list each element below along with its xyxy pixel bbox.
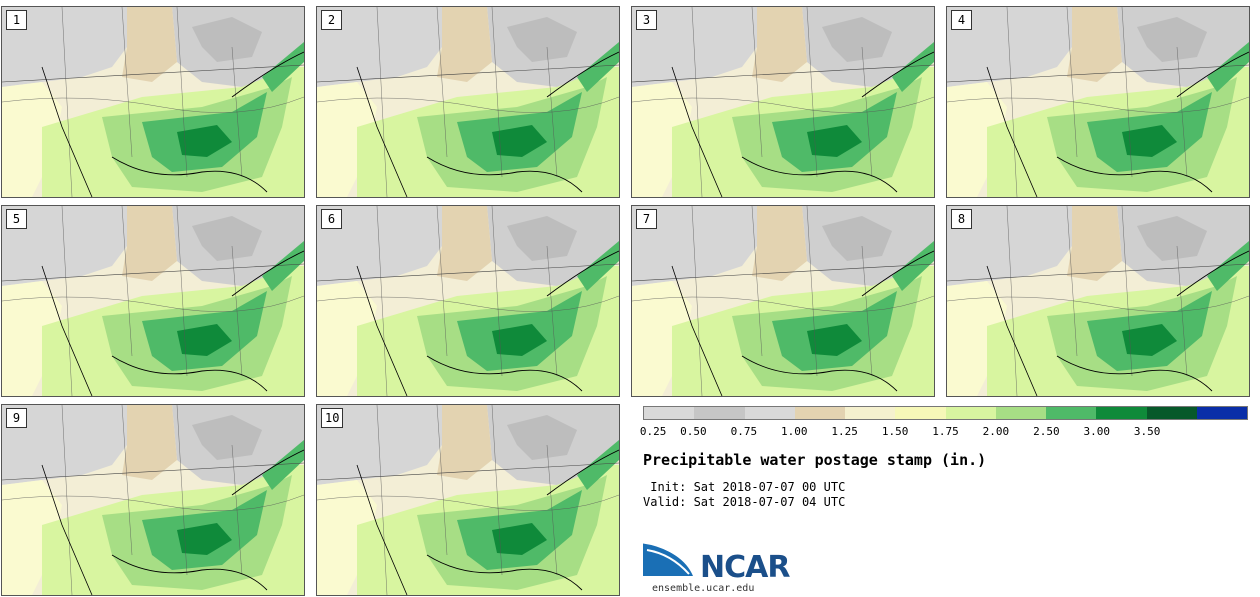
precip-water-map bbox=[632, 7, 934, 197]
valid-time: Valid: Sat 2018-07-07 04 UTC bbox=[643, 495, 846, 509]
legend-swatch bbox=[845, 407, 896, 419]
member-number-label: 2 bbox=[321, 10, 342, 30]
legend-tick-label: 1.50 bbox=[881, 425, 909, 438]
precip-water-map bbox=[947, 7, 1249, 197]
member-number-label: 9 bbox=[6, 408, 27, 428]
ensemble-member-panel: 2 bbox=[316, 6, 620, 198]
ensemble-member-panel: 4 bbox=[946, 6, 1250, 198]
legend-swatch bbox=[744, 407, 795, 419]
precip-water-map bbox=[317, 206, 619, 396]
precip-water-map bbox=[317, 405, 619, 595]
legend-tick-label: 1.25 bbox=[831, 425, 858, 438]
precip-water-map bbox=[2, 206, 304, 396]
ensemble-member-panel: 8 bbox=[946, 205, 1250, 397]
legend-tick-label: 0.25 bbox=[639, 425, 667, 438]
precip-water-map bbox=[947, 206, 1249, 396]
legend-swatch bbox=[1096, 407, 1147, 419]
ensemble-member-panel: 1 bbox=[1, 6, 305, 198]
init-time: Init: Sat 2018-07-07 00 UTC bbox=[643, 480, 846, 494]
legend-swatch bbox=[895, 407, 946, 419]
member-number-label: 3 bbox=[636, 10, 657, 30]
legend-swatch bbox=[694, 407, 745, 419]
ensemble-member-panel: 5 bbox=[1, 205, 305, 397]
legend-swatch bbox=[1046, 407, 1097, 419]
member-number-label: 1 bbox=[6, 10, 27, 30]
member-number-label: 8 bbox=[951, 209, 972, 229]
precip-water-map bbox=[632, 206, 934, 396]
ensemble-member-panel: 3 bbox=[631, 6, 935, 198]
legend-swatch bbox=[1196, 407, 1247, 419]
legend-swatch bbox=[644, 407, 695, 419]
legend-tick-label: 1.75 bbox=[932, 425, 959, 438]
member-number-label: 7 bbox=[636, 209, 657, 229]
legend-swatch bbox=[945, 407, 996, 419]
precip-water-map bbox=[317, 7, 619, 197]
logo-url: ensemble.ucar.edu bbox=[652, 583, 755, 594]
member-number-label: 6 bbox=[321, 209, 342, 229]
legend-tick-label: 0.50 bbox=[680, 425, 707, 438]
logo-text: NCAR bbox=[700, 550, 790, 585]
chart-title: Precipitable water postage stamp (in.) bbox=[643, 451, 987, 469]
legend-tick-label: 3.00 bbox=[1083, 425, 1111, 438]
ensemble-member-panel: 7 bbox=[631, 205, 935, 397]
ensemble-member-panel: 6 bbox=[316, 205, 620, 397]
member-number-label: 10 bbox=[321, 408, 344, 428]
ensemble-member-panel: 9 bbox=[1, 404, 305, 596]
member-number-label: 5 bbox=[6, 209, 27, 229]
legend-swatch bbox=[995, 407, 1046, 419]
legend-tick-label: 2.00 bbox=[982, 425, 1010, 438]
member-number-label: 4 bbox=[951, 10, 972, 30]
legend-swatch bbox=[794, 407, 845, 419]
color-legend-bar bbox=[643, 406, 1248, 420]
precip-water-map bbox=[2, 405, 304, 595]
legend-tick-label: 2.50 bbox=[1033, 425, 1060, 438]
legend-tick-label: 1.00 bbox=[781, 425, 808, 438]
precip-water-map bbox=[2, 7, 304, 197]
legend-tick-label: 3.50 bbox=[1133, 425, 1161, 438]
ensemble-member-panel: 10 bbox=[316, 404, 620, 596]
legend-tick-label: 0.75 bbox=[730, 425, 758, 438]
legend-swatch bbox=[1146, 407, 1197, 419]
ncar-logo-icon bbox=[643, 540, 697, 576]
